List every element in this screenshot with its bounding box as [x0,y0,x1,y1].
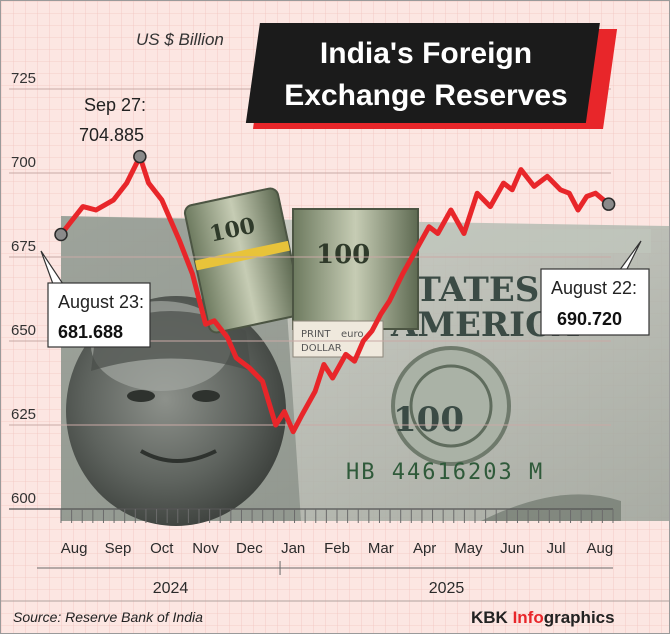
chart-title-line1: India's Foreign [320,37,532,70]
y-tick-label: 600 [11,490,36,507]
year-label: 2024 [153,580,189,597]
band-dollar-text: DOLLAR [301,343,342,354]
callout-end-date: August 22: [551,278,637,298]
x-tick-label: Mar [368,540,394,557]
source-label: Source: Reserve Bank of India [13,609,203,625]
x-tick-label: May [454,540,483,557]
band-print-text: PRINT [301,329,331,340]
data-series [54,149,616,435]
year-label: 2025 [429,580,465,597]
brand-part1: KBK [471,608,513,627]
x-tick-label: Jan [281,540,305,557]
rolled-bills-illustration: 100 100 PRINT euro DOLLAR [183,187,419,358]
y-tick-label: 725 [11,70,36,87]
callout-start-date: August 23: [58,292,144,312]
banknote-serial: HB 44616203 M [346,460,544,485]
callout-end: August 22: 690.720 [540,240,650,336]
callout-peak-value: 704.885 [79,125,144,145]
x-tick-label: Jun [500,540,524,557]
brand-part2: Info [513,608,544,627]
x-tick-label: Aug [61,540,88,557]
unit-label: US $ Billion [136,30,224,49]
y-tick-label: 650 [11,322,36,339]
callout-peak: Sep 27: 704.885 [79,95,146,145]
chart-title-line2: Exchange Reserves [284,79,568,112]
brand-label: KBK Infographics [471,608,615,627]
x-tick-label: Apr [413,540,436,557]
y-tick-label: 625 [11,406,36,423]
callout-start-value: 681.688 [58,322,123,342]
x-tick-label: Feb [324,540,350,557]
y-tick-label: 675 [11,238,36,255]
x-tick-label: Jul [546,540,565,557]
series-line [58,154,612,435]
x-tick-label: Oct [150,540,174,557]
band-euro-text: euro [341,329,364,340]
callout-start: August 23: 681.688 [40,250,151,348]
title-box: India's Foreign Exchange Reserves [245,23,618,129]
start-marker [54,227,68,242]
x-tick-label: Nov [192,540,219,557]
x-axis: Aug Sep Oct Nov Dec Jan Feb Mar Apr May Jun Jul Aug 2… [9,508,614,597]
x-tick-label: Aug [587,540,614,557]
callout-end-value: 690.720 [557,309,622,329]
svg-text:100: 100 [316,240,370,270]
title-background [245,23,600,123]
banknote-denomination: 100 [393,400,464,440]
x-tick-label: Dec [236,540,263,557]
peak-marker [133,149,147,164]
brand-part3: graphics [544,608,615,627]
y-tick-label: 700 [11,154,36,171]
x-tick-label: Sep [105,540,132,557]
callout-peak-date: Sep 27: [84,95,146,115]
end-marker [601,197,616,211]
